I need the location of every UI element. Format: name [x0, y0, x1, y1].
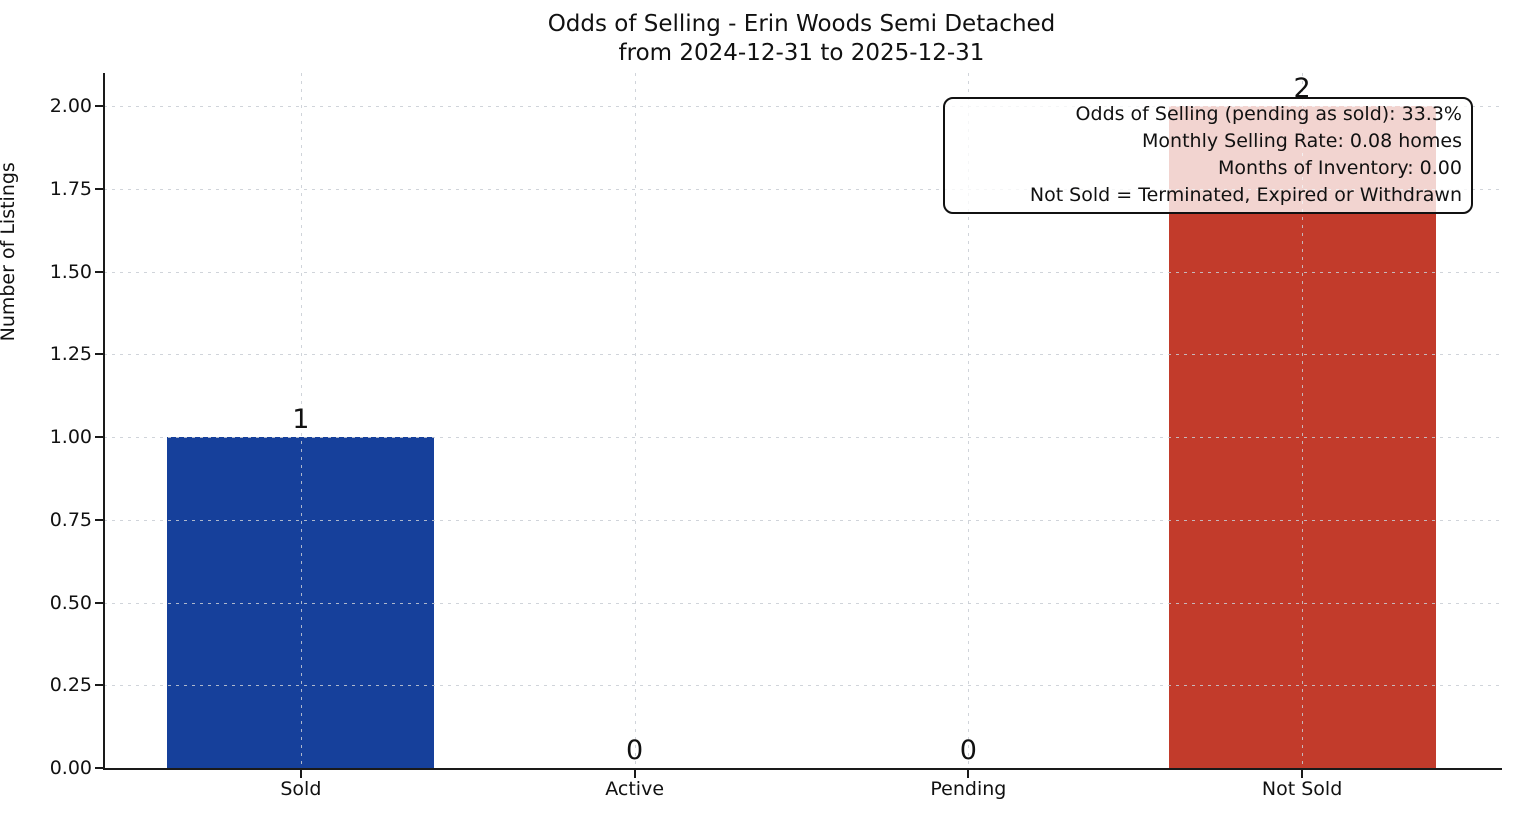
stats-annotation-box: Odds of Selling (pending as sold): 33.3%…: [943, 97, 1473, 214]
h-gridline: [104, 354, 1499, 356]
y-tick-label: 0.75: [49, 508, 92, 531]
y-tick-mark: [95, 270, 103, 273]
annotation-notsold-line: Not Sold = Terminated, Expired or Withdr…: [1029, 184, 1462, 206]
annotation-rate-line: Monthly Selling Rate: 0.08 homes: [1142, 130, 1462, 152]
annotation-inventory-line: Months of Inventory: 0.00: [1218, 157, 1462, 179]
h-gridline: [104, 188, 1499, 190]
y-tick-label: 1.25: [49, 343, 92, 366]
x-tick-label: Active: [605, 778, 665, 800]
chart-title-line1: Odds of Selling - Erin Woods Semi Detach…: [547, 11, 1056, 37]
h-gridline: [104, 602, 1499, 604]
h-gridline: [104, 685, 1499, 687]
v-gridline: [968, 73, 970, 768]
x-tick-mark: [299, 770, 302, 778]
bar-value-label: 1: [292, 404, 310, 436]
y-tick-label: 1.00: [49, 426, 92, 449]
v-gridline: [1302, 73, 1304, 768]
bar-value-label: 0: [959, 735, 977, 766]
y-tick-mark: [95, 105, 103, 108]
y-tick-mark: [95, 767, 103, 769]
x-tick-label: Pending: [930, 778, 1007, 800]
h-gridline: [104, 271, 1499, 273]
y-tick-mark: [95, 436, 103, 439]
v-gridline: [300, 73, 302, 768]
plot-area: 1 0 0 2: [104, 73, 1499, 768]
annotation-odds-line: Odds of Selling (pending as sold): 33.3%: [1075, 103, 1462, 125]
v-gridline: [634, 73, 636, 768]
y-tick-label: 0.25: [49, 674, 92, 697]
bar-value-label: 0: [626, 735, 644, 766]
x-tick-label: Sold: [280, 778, 322, 800]
y-tick-mark: [95, 353, 103, 356]
h-gridline: [104, 106, 1499, 108]
x-tick-mark: [633, 770, 636, 778]
y-tick-mark: [95, 601, 103, 604]
y-tick-label: 1.50: [49, 260, 92, 283]
bar-value-label: 2: [1293, 73, 1311, 105]
h-gridline: [104, 437, 1499, 439]
chart-title: Odds of Selling - Erin Woods Semi Detach…: [104, 10, 1499, 68]
y-tick-label: 0.50: [49, 591, 92, 614]
y-tick-mark: [95, 518, 103, 521]
y-tick-label: 2.00: [49, 95, 92, 118]
h-gridline: [104, 519, 1499, 521]
x-tick-mark: [1301, 770, 1304, 778]
y-tick-mark: [95, 187, 103, 190]
y-axis-spine: [103, 73, 105, 770]
y-tick-label: 0.00: [49, 757, 92, 779]
x-axis-spine: [103, 768, 1502, 770]
x-tick-label: Not Sold: [1261, 778, 1343, 800]
y-tick-mark: [95, 684, 103, 687]
y-tick-label: 1.75: [49, 177, 92, 200]
x-tick-mark: [967, 770, 970, 778]
chart-title-line2: from 2024-12-31 to 2025-12-31: [618, 40, 985, 66]
